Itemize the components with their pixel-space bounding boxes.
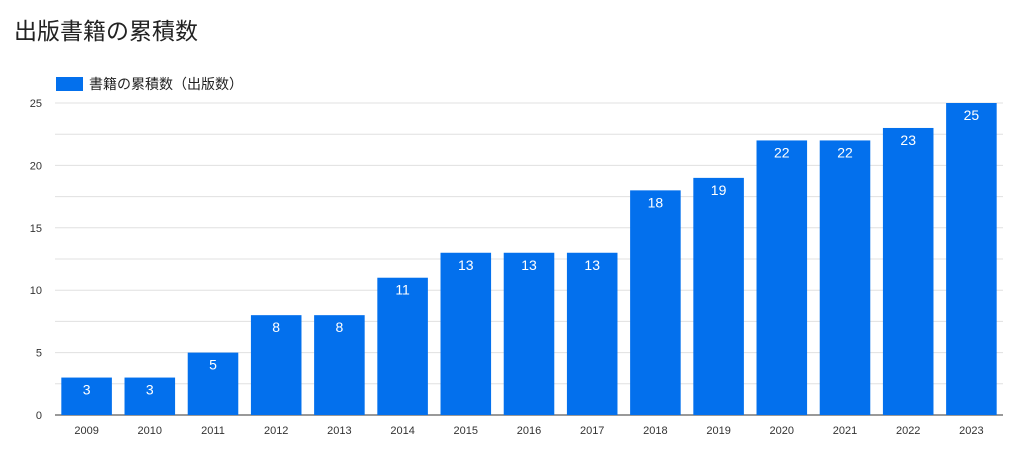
y-axis: 0 5 10 15 20 25 (30, 98, 42, 422)
x-axis: 2009 2010 2011 2012 2013 2014 2015 2016 2017 2018… (74, 425, 983, 437)
bar (882, 127, 934, 416)
data-label: 3 (83, 382, 91, 398)
y-tick-label: 15 (30, 223, 42, 235)
x-tick-label: 2011 (201, 425, 225, 437)
x-tick-label: 2013 (327, 425, 351, 437)
x-tick-label: 2015 (454, 425, 478, 437)
legend: 書籍の累積数（出版数） (56, 74, 243, 94)
x-tick-label: 2022 (896, 425, 920, 437)
data-label: 11 (395, 282, 410, 298)
y-tick-label: 20 (30, 160, 42, 172)
x-tick-label: 2018 (643, 425, 667, 437)
y-tick-label: 5 (36, 348, 42, 360)
data-label: 8 (272, 319, 280, 335)
bar (377, 277, 428, 415)
x-tick-label: 2010 (138, 425, 162, 437)
data-label: 19 (711, 182, 727, 198)
y-tick-label: 10 (30, 285, 42, 297)
bar (630, 190, 681, 415)
data-label: 5 (209, 357, 217, 373)
bar (946, 103, 997, 415)
bar (440, 252, 492, 415)
data-label: 13 (458, 257, 474, 273)
data-label: 13 (521, 257, 537, 273)
x-tick-label: 2012 (264, 425, 288, 437)
legend-swatch (56, 77, 83, 91)
bar (187, 352, 239, 415)
bar (61, 377, 112, 415)
bar (124, 377, 176, 415)
bar (503, 252, 555, 415)
x-tick-label: 2021 (833, 425, 857, 437)
data-label: 3 (146, 382, 154, 398)
x-tick-label: 2023 (959, 425, 983, 437)
bar (756, 140, 808, 415)
data-label: 8 (336, 319, 344, 335)
data-label: 25 (964, 107, 980, 123)
x-tick-label: 2014 (390, 425, 414, 437)
data-label: 23 (900, 132, 916, 148)
data-label: 22 (774, 144, 790, 160)
x-tick-label: 2017 (580, 425, 604, 437)
y-tick-label: 0 (36, 410, 42, 422)
x-tick-label: 2019 (706, 425, 730, 437)
bar (314, 315, 365, 415)
bar (819, 140, 871, 415)
x-tick-label: 2009 (74, 425, 98, 437)
bars (61, 103, 997, 416)
x-tick-label: 2020 (770, 425, 794, 437)
data-label: 13 (584, 257, 600, 273)
data-labels: 3 3 5 8 8 11 13 13 13 18 19 22 22 23 25 (83, 107, 980, 398)
y-tick-label: 25 (30, 98, 42, 110)
x-tick-label: 2016 (517, 425, 541, 437)
bar (250, 315, 302, 415)
chart-title: 出版書籍の累積数 (14, 19, 198, 45)
bar (693, 177, 744, 415)
data-label: 18 (648, 194, 664, 210)
legend-label: 書籍の累積数（出版数） (89, 77, 243, 93)
bar (566, 252, 618, 415)
data-label: 22 (837, 144, 853, 160)
